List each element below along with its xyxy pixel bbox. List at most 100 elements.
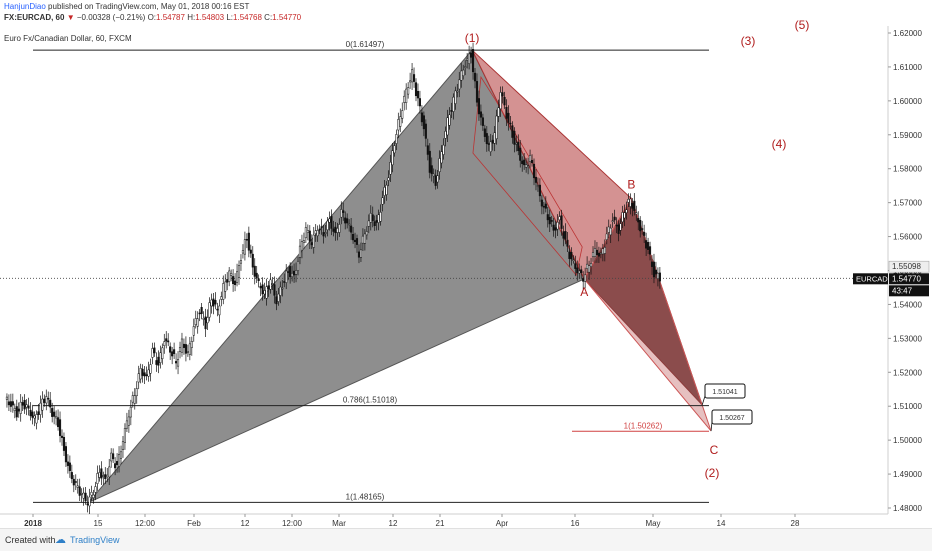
close-value: 1.54770: [272, 13, 302, 22]
wave-label-2: (2): [705, 466, 720, 480]
candle-body: [483, 128, 486, 137]
candle-body: [202, 318, 205, 320]
candle-body: [84, 492, 87, 502]
candle-body: [338, 224, 341, 233]
candle-body: [322, 232, 325, 237]
y-tick-label: 1.52000: [893, 368, 922, 377]
channel-box: [472, 75, 583, 276]
candle-body: [259, 286, 262, 289]
candle-body: [613, 216, 616, 221]
candle-body: [591, 252, 595, 257]
candle-body: [277, 293, 280, 302]
y-tick-label: 1.62000: [893, 29, 922, 38]
candle-body: [611, 220, 614, 222]
candle-body: [247, 232, 250, 251]
candle-body: [131, 395, 134, 403]
candle-body: [645, 240, 648, 249]
candle-body: [265, 286, 268, 299]
candle-body: [216, 308, 219, 311]
candle-body: [399, 116, 402, 127]
candle-body: [70, 472, 73, 480]
candle-body: [403, 95, 406, 103]
candle-body: [17, 408, 20, 412]
candle-body: [436, 175, 439, 183]
candle-body: [314, 230, 317, 234]
level-badge: [888, 260, 930, 273]
candle-body: [5, 396, 8, 400]
candle-body: [145, 374, 148, 376]
candle-body: [92, 494, 95, 498]
y-tick-label: 1.50000: [893, 436, 922, 445]
y-tick-label: 1.53000: [893, 334, 922, 343]
tradingview-logo[interactable]: TradingView: [70, 535, 120, 545]
candle-body: [302, 240, 305, 243]
candle-body: [409, 80, 412, 83]
candle-body: [385, 184, 388, 195]
candle-body: [631, 202, 634, 209]
last-price-value: 1.54770: [892, 274, 921, 283]
fib-level-label: 1(1.48165): [346, 492, 385, 501]
candle-body: [108, 466, 111, 478]
published-text: published on TradingView.com, May 01, 20…: [48, 2, 250, 11]
candle-body: [586, 263, 589, 269]
candle-body: [291, 272, 294, 278]
candle-body: [401, 110, 404, 119]
candle-body: [405, 88, 408, 103]
candle-body: [318, 228, 321, 231]
candle-body: [74, 481, 77, 483]
candle-body: [66, 461, 69, 466]
symbol-label: FX:EURCAD, 60: [4, 13, 65, 22]
candle-body: [316, 230, 319, 237]
candle-body: [560, 215, 563, 229]
series-title: Euro Fx/Canadian Dollar, 60, FXCM: [4, 34, 132, 43]
candle-body: [389, 162, 392, 175]
candle-body: [90, 491, 93, 496]
candle-body: [285, 270, 288, 283]
candle-body: [296, 260, 300, 271]
candle-body: [306, 230, 309, 234]
candle-body: [597, 252, 600, 257]
down-arrow-icon: ▼: [66, 13, 75, 22]
author-link[interactable]: HanjunDiao: [4, 2, 46, 11]
candle-body: [64, 446, 67, 463]
candle-body: [593, 248, 597, 257]
candle-body: [407, 87, 410, 95]
x-tick-label: 14: [717, 519, 726, 528]
candle-body: [471, 49, 475, 73]
candle-body: [245, 239, 248, 241]
candle-body: [45, 396, 48, 404]
candle-body: [58, 419, 62, 436]
candle-body: [275, 296, 278, 305]
candle-body: [188, 343, 191, 355]
candle-body: [88, 496, 91, 507]
candle-body: [420, 112, 423, 123]
candle-body: [11, 401, 14, 406]
candle-body: [576, 267, 579, 274]
candle-body: [125, 420, 128, 429]
candle-body: [62, 437, 66, 451]
candle-body: [117, 453, 121, 467]
candle-body: [137, 373, 140, 383]
candle-body: [346, 218, 349, 224]
candle-body: [49, 399, 52, 408]
candle-body: [194, 318, 197, 325]
candle-body: [448, 114, 451, 126]
candle-body: [235, 271, 239, 283]
candle-body: [68, 462, 71, 472]
candle-body: [281, 287, 284, 290]
candle-body: [426, 145, 429, 155]
candle-body: [414, 82, 418, 97]
candle-body: [550, 220, 553, 222]
candle-body: [72, 478, 75, 486]
candle-body: [647, 242, 650, 250]
candle-body: [574, 263, 577, 269]
candle-body: [603, 247, 606, 254]
candle-body: [224, 281, 227, 292]
candle-body: [116, 461, 119, 466]
candle-body: [33, 415, 36, 419]
candle-body: [19, 401, 22, 414]
candle-body: [493, 132, 496, 144]
candle-body: [23, 399, 26, 410]
last-price-badge: [889, 273, 929, 285]
